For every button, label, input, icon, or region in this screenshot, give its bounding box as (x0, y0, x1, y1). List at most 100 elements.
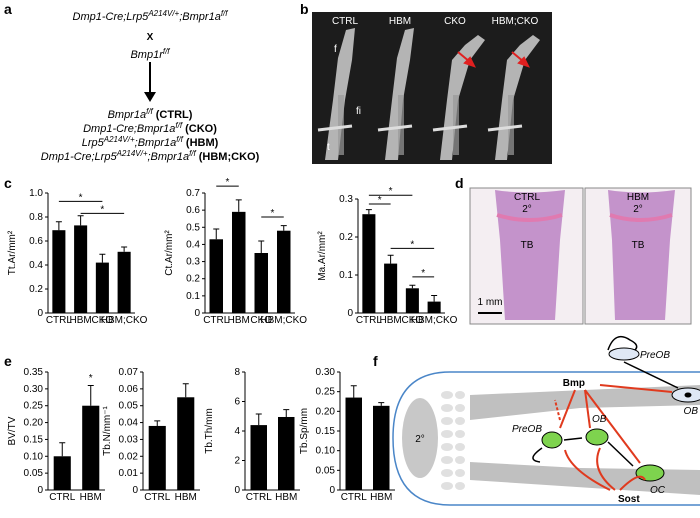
error-bar (87, 384, 94, 406)
panel-label: f (373, 353, 378, 369)
genotype-label: (CKO) (185, 123, 217, 135)
y-tick-label: 0.8 (29, 212, 43, 223)
bar (117, 251, 131, 313)
y-tick-label: 0.4 (186, 239, 200, 250)
bar (278, 416, 295, 490)
xray-column-label: CTRL (332, 16, 359, 27)
genotype-label: (CTRL) (156, 109, 193, 121)
x-tick-label: HBM (370, 492, 392, 503)
genotype-part: f/f (175, 121, 182, 130)
error-bar (280, 225, 287, 231)
x-tick-label: CTRL (356, 315, 383, 326)
genotype-label: (HBM;CKO) (199, 151, 260, 163)
bar (177, 397, 195, 490)
x-tick-label: HBM (380, 315, 402, 326)
error-bar (59, 442, 66, 457)
y-tick-label: 0.5 (186, 222, 200, 233)
significance-label: * (271, 208, 275, 219)
y-tick-label: 0.05 (316, 465, 336, 476)
error-bar (255, 413, 262, 426)
y-tick-label: 0.07 (119, 367, 139, 378)
y-tick-label: 0 (234, 485, 240, 496)
x-tick-label: CKO (402, 315, 424, 326)
y-tick-label: 0.6 (186, 205, 200, 216)
y-tick-label: 4 (234, 426, 240, 437)
y-tick-label: 0 (347, 308, 353, 319)
y-tick-label: 0.15 (24, 434, 44, 445)
significance-label: * (100, 204, 104, 215)
y-tick-label: 8 (234, 367, 240, 378)
region-label: 2° (522, 204, 532, 215)
y-tick-label: 0.25 (24, 401, 44, 412)
y-axis-label: Tb.Sp/mm (299, 408, 310, 454)
bmp-label: Bmp (563, 378, 585, 389)
histology-image (469, 187, 692, 325)
error-bar (154, 420, 161, 426)
cell-label: OB (684, 406, 699, 417)
cell-label: OC (650, 485, 666, 496)
region-label: TB (632, 240, 645, 251)
x-tick-label: CTRL (144, 492, 171, 503)
error-bar (365, 209, 372, 215)
error-bar (350, 385, 357, 398)
cell-label: PreOB (640, 350, 670, 361)
significance-label: * (79, 192, 83, 203)
genotype-label: (HBM) (186, 137, 219, 149)
genotype: Dmp1-Cre;Lrp5A214V/+;Bmpr1af/f (HBM;CKO) (41, 149, 260, 164)
cross-arrow-head (144, 92, 156, 102)
bar (52, 230, 66, 313)
bar (250, 425, 267, 490)
error-bar (378, 402, 385, 406)
genotype-part: f/f (163, 47, 170, 56)
error-bar (409, 284, 416, 289)
y-tick-label: 0.20 (24, 418, 44, 429)
error-bar (431, 295, 438, 302)
genotype-part: A214V/+ (147, 9, 179, 18)
error-bar (77, 215, 84, 226)
y-tick-label: 0.2 (339, 232, 353, 243)
genotype-part: A214V/+ (103, 135, 135, 144)
bar (277, 230, 291, 313)
y-tick-label: 0 (329, 485, 335, 496)
bone-label: f (334, 44, 337, 55)
y-tick-label: 0.3 (339, 194, 353, 205)
y-tick-label: 0.01 (119, 468, 139, 479)
error-bar (283, 409, 290, 417)
significance-label: * (389, 186, 393, 197)
bar (362, 214, 376, 313)
y-tick-label: 0.2 (29, 284, 43, 295)
genotype-part: ;Bmpr1a (179, 11, 221, 23)
y-tick-label: 0.05 (119, 401, 139, 412)
x-tick-label: CTRL (46, 315, 73, 326)
y-tick-label: 0.1 (186, 291, 200, 302)
cell-label: OB (592, 414, 607, 425)
bar (53, 456, 71, 490)
y-axis-label: BV/TV (7, 416, 18, 445)
cross-symbol: X (147, 32, 154, 43)
genotype: Lrp5A214V/+;Bmpr1af/f (HBM) (82, 135, 219, 150)
x-tick-label: CKO (250, 315, 272, 326)
error-bar (387, 254, 394, 264)
xray-column-label: CKO (444, 16, 466, 27)
genotype-part: A214V/+ (116, 149, 148, 158)
panel-label: b (300, 1, 309, 17)
y-axis-label: Tb.Th/mm (204, 408, 215, 454)
x-tick-label: HBM (275, 492, 297, 503)
error-bar (213, 228, 220, 240)
y-tick-label: 0.10 (316, 446, 336, 457)
error-bar (258, 240, 265, 253)
xray-column-label: HBM (389, 16, 411, 27)
y-tick-label: 0.1 (339, 270, 353, 281)
histology-column-label: HBM (627, 192, 649, 203)
y-tick-label: 0.2 (186, 274, 200, 285)
y-tick-label: 0.06 (119, 384, 139, 395)
y-tick-label: 2 (234, 456, 240, 467)
error-bar (182, 383, 189, 398)
bar (148, 425, 166, 490)
genotype-part: f/f (189, 149, 196, 158)
y-axis-label: Tb.N/mm⁻¹ (102, 405, 113, 455)
y-tick-label: 0 (37, 485, 43, 496)
y-tick-label: 0.25 (316, 387, 336, 398)
bar (384, 263, 398, 313)
